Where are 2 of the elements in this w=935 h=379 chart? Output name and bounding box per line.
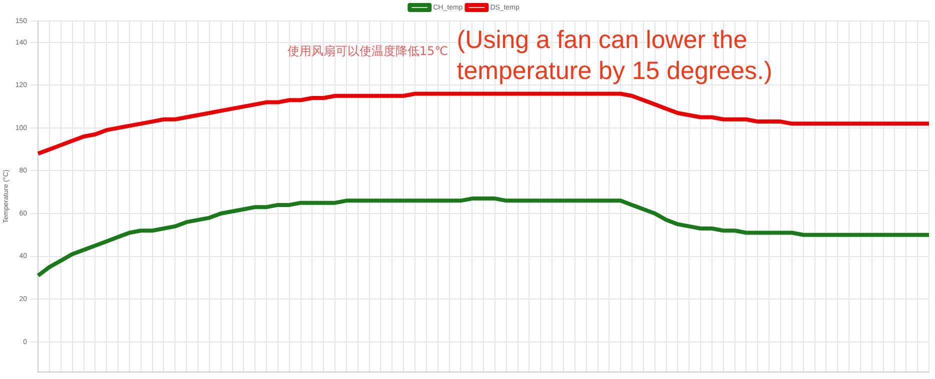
annotation: 使用风扇可以使温度降低15℃ xyxy=(287,44,448,58)
annotation: (Using a fan can lower the temperature by 15 degrees.) xyxy=(456,26,772,85)
